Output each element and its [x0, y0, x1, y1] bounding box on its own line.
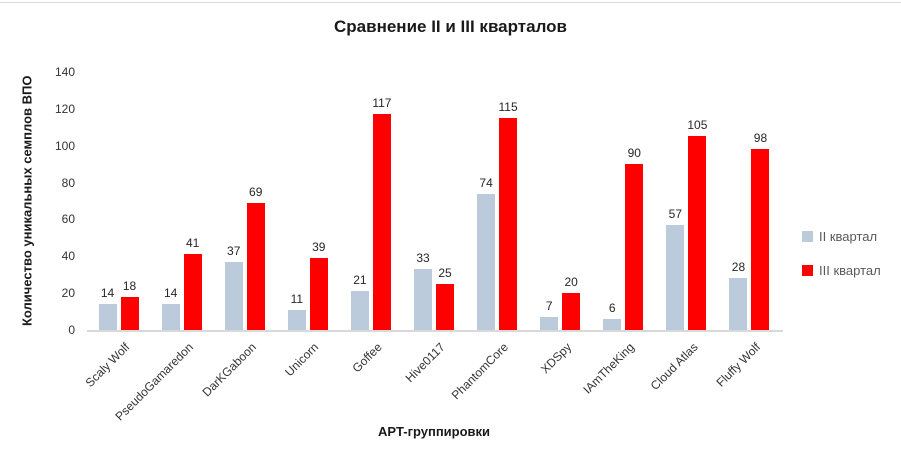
x-tick-goffee: Goffee [349, 340, 385, 376]
bar-iii--scaly-wolf [120, 297, 139, 330]
bar-ii--xdspy [540, 317, 559, 330]
bar-iii--pseudogamaredon [183, 254, 202, 330]
bar-iii--cloud-atlas [688, 136, 707, 330]
x-tick-phantomcore: PhantomCore [448, 340, 511, 403]
data-label-iii--hive0117: 25 [438, 266, 452, 280]
bar-ii--phantomcore [477, 194, 496, 330]
y-tick-80: 80 [61, 175, 75, 190]
legend-label: II квартал [819, 229, 878, 244]
y-tick-60: 60 [61, 212, 75, 227]
data-label-ii--xdspy: 7 [545, 299, 553, 313]
data-label-ii--hive0117: 33 [416, 251, 430, 265]
x-tick-darkgaboon: DarKGaboon [199, 340, 259, 400]
data-label-ii--unicorn: 11 [290, 292, 304, 306]
bar-iii--darkgaboon [246, 203, 265, 330]
bar-iii--phantomcore [499, 118, 518, 330]
x-tick-unicorn: Unicorn [282, 340, 322, 380]
bar-ii--goffee [350, 291, 369, 330]
y-tick-120: 120 [54, 101, 75, 116]
x-axis-line [87, 330, 783, 332]
legend-swatch-icon [802, 231, 813, 242]
chart-top-border [0, 2, 901, 3]
bar-ii--fluffy-wolf [729, 278, 748, 330]
data-label-iii--phantomcore: 115 [498, 100, 518, 114]
y-tick-140: 140 [54, 65, 75, 79]
data-label-iii--fluffy-wolf: 98 [753, 131, 768, 145]
y-tick-100: 100 [54, 138, 75, 153]
x-tick-iamtheking: IAmTheKing [580, 340, 638, 397]
chart-title: Сравнение II и III кварталов [334, 17, 567, 36]
x-tick-cloud-atlas: Cloud Atlas [647, 340, 701, 393]
bar-iii--unicorn [309, 258, 328, 330]
data-label-iii--xdspy: 20 [564, 275, 578, 289]
bar-iii--goffee [372, 114, 391, 330]
data-label-iii--darkgaboon: 69 [249, 185, 263, 199]
y-tick-0: 0 [68, 323, 75, 337]
bar-iii--hive0117 [436, 284, 454, 330]
bar-ii--iamtheking [603, 319, 622, 330]
data-label-ii--phantomcore: 74 [479, 176, 493, 190]
x-tick-fluffy-wolf: Fluffy Wolf [713, 340, 764, 390]
x-tick-hive0117: Hive0117 [402, 340, 448, 386]
bar-ii--pseudogamaredon [161, 304, 180, 330]
data-label-iii--pseudogamaredon: 41 [185, 236, 200, 250]
legend-item-ii-: II квартал [802, 229, 881, 244]
data-label-ii--pseudogamaredon: 14 [163, 286, 178, 300]
legend-label: III квартал [819, 263, 881, 278]
bar-ii--unicorn [287, 310, 306, 330]
legend: II квартал III квартал [802, 229, 881, 297]
data-label-ii--goffee: 21 [353, 273, 367, 287]
data-label-ii--scaly-wolf: 14 [100, 286, 115, 300]
data-label-ii--darkgaboon: 37 [227, 244, 241, 258]
bar-iii--xdspy [562, 293, 581, 330]
bar-iii--fluffy-wolf [751, 149, 770, 330]
data-label-iii--unicorn: 39 [312, 240, 326, 254]
data-label-iii--scaly-wolf: 18 [122, 279, 137, 293]
plot-area: 14 18 14 41 37 69 11 39 21 117 33 25 74 115 7 20 6 90 57 10… [87, 72, 783, 332]
bar-ii--darkgaboon [224, 262, 243, 330]
data-label-ii--fluffy-wolf: 28 [731, 260, 746, 274]
legend-item-iii-: III квартал [802, 263, 881, 278]
data-label-ii--cloud-atlas: 57 [668, 207, 683, 221]
bar-ii--scaly-wolf [98, 304, 117, 330]
bar-iii--iamtheking [625, 164, 644, 330]
bar-ii--hive0117 [414, 269, 432, 330]
data-label-iii--iamtheking: 90 [627, 146, 641, 160]
x-tick-xdspy: XDSpy [537, 340, 575, 377]
x-tick-scaly-wolf: Scaly Wolf [82, 340, 133, 390]
bar-ii--cloud-atlas [666, 225, 685, 330]
x-axis-title: APT-группировки [377, 424, 491, 439]
y-tick-40: 40 [61, 249, 75, 264]
legend-swatch-icon [802, 265, 813, 276]
data-label-ii--iamtheking: 6 [608, 301, 616, 315]
data-label-iii--cloud-atlas: 105 [687, 118, 708, 132]
y-tick-20: 20 [61, 286, 75, 301]
data-label-iii--goffee: 117 [372, 96, 392, 110]
